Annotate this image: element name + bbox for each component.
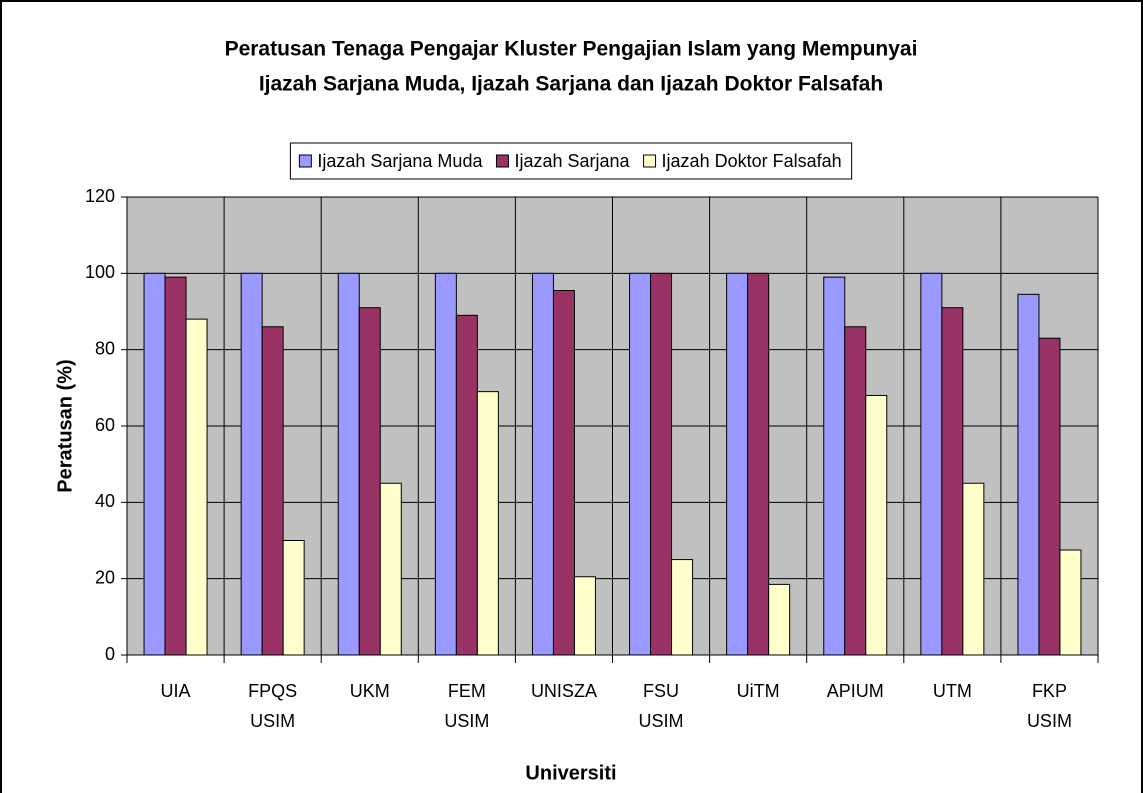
bar	[920, 272, 943, 656]
x-tick-label: UNISZA	[531, 681, 597, 701]
bar	[531, 272, 554, 656]
x-tick-label: FPQS USIM	[248, 681, 297, 731]
x-tick-label: FKP USIM	[1027, 681, 1072, 731]
y-tick-label: 0	[105, 644, 115, 664]
x-axis-title: Universiti	[525, 762, 616, 784]
y-tick-label: 60	[95, 415, 115, 435]
y-tick-label: 20	[95, 567, 115, 587]
bar	[823, 276, 846, 656]
legend-swatch	[298, 154, 312, 168]
bar	[768, 583, 791, 656]
bar	[1038, 337, 1061, 656]
legend-label: Ijazah Doktor Falsafah	[662, 151, 842, 171]
bar	[434, 272, 457, 656]
x-tick-label: FSU USIM	[639, 681, 684, 731]
y-tick-label: 100	[85, 262, 115, 282]
bar	[552, 290, 575, 656]
chart-title: Peratusan Tenaga Pengajar Kluster Pengaj…	[225, 38, 918, 61]
bar	[747, 272, 770, 656]
x-tick-label: UIA	[161, 681, 191, 701]
bar	[573, 576, 596, 656]
legend-label: Ijazah Sarjana	[514, 151, 630, 171]
x-tick-label: UKM	[350, 681, 390, 701]
bar	[650, 272, 673, 656]
bar	[629, 272, 652, 656]
bar	[282, 540, 305, 656]
bar	[358, 307, 381, 656]
bar	[185, 318, 208, 656]
x-tick-label: UTM	[933, 681, 972, 701]
bar	[1059, 549, 1082, 656]
y-tick-label: 80	[95, 338, 115, 358]
bar	[1017, 293, 1040, 656]
bar	[476, 391, 499, 656]
bar	[844, 326, 867, 656]
legend-box	[289, 142, 853, 180]
bar	[455, 314, 478, 656]
bar	[164, 276, 187, 656]
bar	[865, 394, 888, 656]
bar	[941, 307, 964, 656]
bar	[379, 482, 402, 656]
bar	[671, 559, 694, 656]
x-tick-label: FEM USIM	[444, 681, 489, 731]
chart-title: Ijazah Sarjana Muda, Ijazah Sarjana dan …	[259, 73, 883, 96]
bar	[726, 272, 749, 656]
bar	[143, 272, 166, 656]
bar	[240, 272, 263, 656]
bar	[261, 326, 284, 656]
x-tick-label: APIUM	[827, 681, 884, 701]
x-tick-label: UiTM	[737, 681, 780, 701]
bar	[337, 272, 360, 656]
legend-label: Ijazah Sarjana Muda	[317, 151, 483, 171]
y-tick-label: 40	[95, 491, 115, 511]
y-axis-title: Peratusan (%)	[54, 359, 76, 492]
legend-swatch	[643, 154, 657, 168]
y-tick-label: 120	[85, 186, 115, 206]
legend: Ijazah Sarjana Muda Ijazah Sarjana Ijazah …	[289, 142, 853, 180]
bar	[962, 482, 985, 656]
legend-swatch	[495, 154, 509, 168]
